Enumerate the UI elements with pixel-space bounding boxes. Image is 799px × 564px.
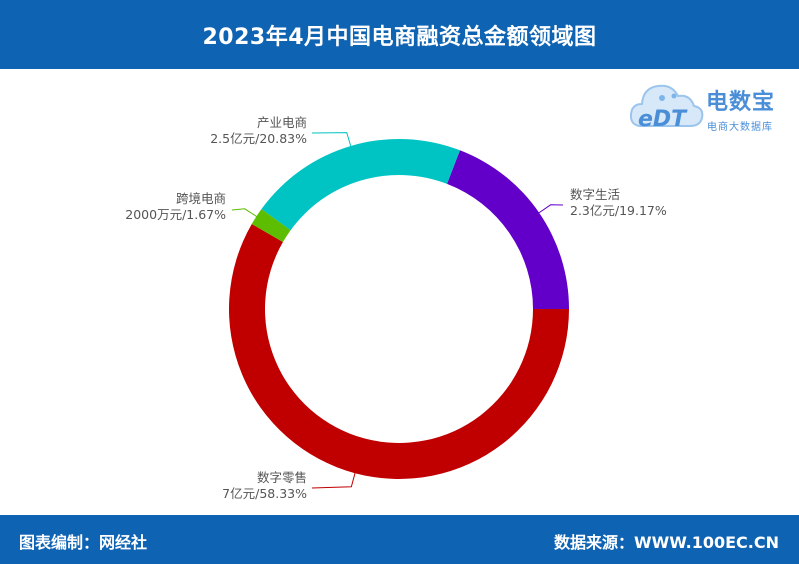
slice-value-digital-retail: 7亿元/58.33% [222,486,307,501]
slice-name-digital-retail: 数字零售 [257,470,307,485]
slice-value-industrial: 2.5亿元/20.83% [210,131,307,146]
leader-cross-border [231,208,261,219]
logo: eDT 电数宝 电商大数据库 [628,76,793,138]
slice-digital-life [447,150,569,310]
chart-title: 2023年4月中国电商融资总金额领域图 [202,24,597,50]
logo-subtitle: 电商大数据库 [707,122,773,133]
label-group-cross-border: 跨境电商 2000万元/1.67% [125,191,226,222]
slice-digital-retail [228,224,569,480]
logo-name: 电数宝 [706,90,776,115]
slice-name-cross-border: 跨境电商 [176,191,226,206]
slice-value-digital-life: 2.3亿元/19.17% [570,203,667,218]
label-group-industrial: 产业电商 2.5亿元/20.83% [210,115,307,146]
slice-value-cross-border: 2000万元/1.67% [125,207,226,222]
label-group-digital-life: 数字生活 2.3亿元/19.17% [570,187,667,218]
logo-mark: eDT [638,107,688,132]
footer-credit: 图表编制：网经社 [19,533,148,552]
slice-industrial [261,139,460,231]
leader-digital-life [535,204,564,216]
slice-cross-border [251,209,291,242]
label-group-digital-retail: 数字零售 7亿元/58.33% [222,470,307,501]
leader-industrial [311,132,353,150]
footer-source: 数据来源：WWW.100EC.CN [553,533,779,552]
donut-slices [228,139,569,480]
header-bar: 2023年4月中国电商融资总金额领域图 [0,0,799,69]
leader-digital-retail [311,469,357,489]
slice-name-industrial: 产业电商 [257,115,307,130]
leader-lines [231,132,564,489]
slice-name-digital-life: 数字生活 [570,187,620,202]
footer-bar: 图表编制：网经社 数据来源：WWW.100EC.CN [0,515,799,564]
cloud-icon: eDT [629,84,704,132]
